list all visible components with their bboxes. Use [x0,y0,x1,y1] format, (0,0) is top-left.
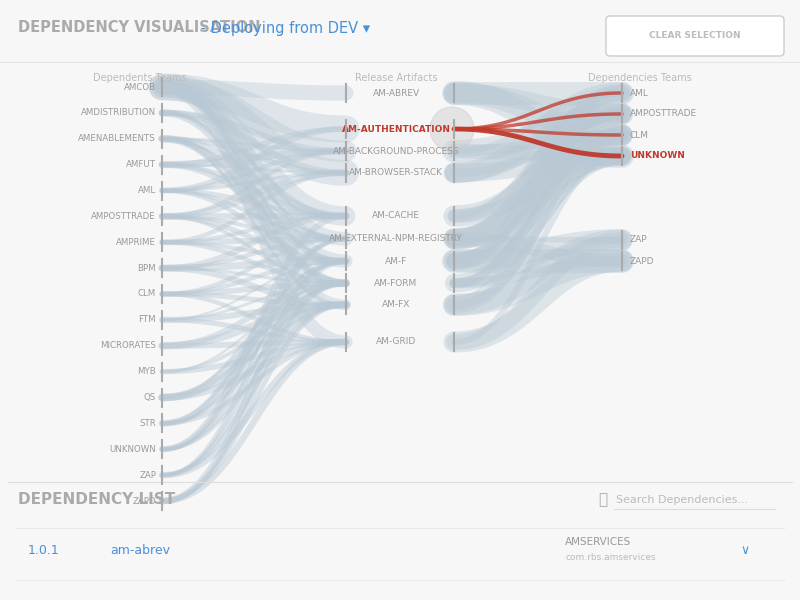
Text: QS: QS [144,393,156,402]
Text: AML: AML [138,186,156,195]
Text: ZAP: ZAP [139,470,156,479]
Text: ⌕: ⌕ [598,493,607,508]
Text: AM-AUTHENTICATION: AM-AUTHENTICATION [342,124,450,133]
Text: CLM: CLM [138,289,156,298]
Text: CLM: CLM [630,130,649,139]
Text: AMPOSTTRADE: AMPOSTTRADE [630,109,697,118]
Text: AMDISTRIBUTION: AMDISTRIBUTION [81,109,156,118]
Text: Dependents Teams: Dependents Teams [94,73,186,83]
Text: DEPENDENCY LIST: DEPENDENCY LIST [18,493,175,508]
Text: ZAPD: ZAPD [630,257,654,265]
Text: DEPENDENCY VISUALISATION: DEPENDENCY VISUALISATION [18,20,261,35]
Text: AM-CACHE: AM-CACHE [372,211,420,220]
Text: AMFUT: AMFUT [126,160,156,169]
Text: AM-FX: AM-FX [382,300,410,310]
Text: AM-GRID: AM-GRID [376,337,416,346]
Text: - Deploying from DEV ▾: - Deploying from DEV ▾ [196,20,370,35]
Circle shape [430,107,474,151]
FancyBboxPatch shape [606,16,784,56]
Text: 1.0.1: 1.0.1 [28,544,60,557]
Text: MYB: MYB [138,367,156,376]
Text: AMENABLEMENTS: AMENABLEMENTS [78,134,156,143]
Text: STR: STR [139,419,156,428]
Text: AM-BROWSER-STACK: AM-BROWSER-STACK [349,168,443,178]
Text: UNKNOWN: UNKNOWN [110,445,156,454]
Text: AMPOSTTRADE: AMPOSTTRADE [91,212,156,221]
Text: com.rbs.amservices: com.rbs.amservices [565,553,656,562]
Text: Release Artifacts: Release Artifacts [354,73,438,83]
Text: AMPRIME: AMPRIME [116,238,156,247]
Text: AM-FORM: AM-FORM [374,278,418,287]
Text: FTM: FTM [138,316,156,325]
Text: AM-ABREV: AM-ABREV [373,88,419,97]
Text: AML: AML [630,88,649,97]
Text: BPM: BPM [138,263,156,272]
Text: AM-EXTERNAL-NPM-REGISTRY: AM-EXTERNAL-NPM-REGISTRY [329,234,463,244]
Text: am-abrev: am-abrev [110,544,170,557]
Text: MICRORATES: MICRORATES [100,341,156,350]
Text: ZAP: ZAP [630,235,648,245]
Text: Dependencies Teams: Dependencies Teams [588,73,692,83]
Text: AMCOB: AMCOB [124,82,156,91]
Text: ∨: ∨ [741,544,750,557]
Text: CLEAR SELECTION: CLEAR SELECTION [649,31,741,40]
Text: AM-BACKGROUND-PROCESS: AM-BACKGROUND-PROCESS [333,146,459,155]
Text: AMSERVICES: AMSERVICES [565,537,631,547]
Text: UNKNOWN: UNKNOWN [630,151,685,160]
Text: ZAPD: ZAPD [133,497,156,505]
Text: AM-F: AM-F [385,257,407,265]
Text: Search Dependencies...: Search Dependencies... [616,495,748,505]
